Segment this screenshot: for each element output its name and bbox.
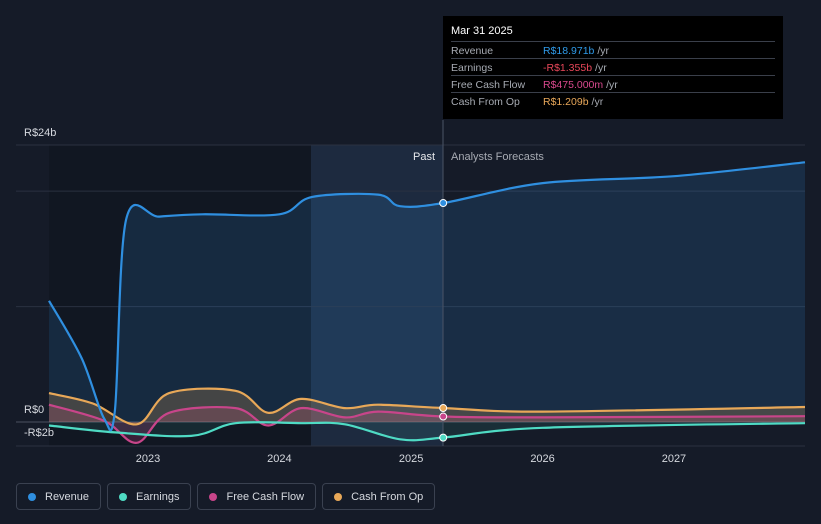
legend-item-earnings[interactable]: Earnings <box>107 483 192 510</box>
legend: Revenue Earnings Free Cash Flow Cash Fro… <box>16 483 436 510</box>
tooltip: Mar 31 2025 Revenue R$18.971b/yr Earning… <box>443 16 783 119</box>
tooltip-value: R$475.000m/yr <box>543 79 618 91</box>
series-area-cash-from-op <box>49 388 805 425</box>
tooltip-row-free-cash-flow: Free Cash Flow R$475.000m/yr <box>451 75 775 93</box>
marker-cash-from-op <box>439 404 448 413</box>
x-tick-label: 2024 <box>267 453 291 465</box>
legend-item-revenue[interactable]: Revenue <box>16 483 102 510</box>
x-tick-label: 2027 <box>662 453 686 465</box>
tooltip-value: -R$1.355b/yr <box>543 62 607 74</box>
legend-label: Free Cash Flow <box>226 490 305 503</box>
past-shade <box>49 145 311 446</box>
tooltip-value: R$18.971b/yr <box>543 45 609 57</box>
y-tick-label-bottom: -R$2b <box>24 427 54 439</box>
forecast-label: Analysts Forecasts <box>451 151 544 163</box>
x-axis-ticks: 2023 2024 2025 2026 2027 <box>136 453 686 465</box>
tooltip-row-cash-from-op: Cash From Op R$1.209b/yr <box>451 92 775 110</box>
tooltip-date: Mar 31 2025 <box>451 25 513 37</box>
series-area-free-cash-flow <box>49 404 805 443</box>
tooltip-value-number: R$18.971b <box>543 45 595 57</box>
legend-label: Earnings <box>136 490 180 503</box>
series-areas <box>49 162 805 443</box>
series-line-earnings <box>48 421 806 442</box>
legend-item-cash-from-op[interactable]: Cash From Op <box>322 483 436 510</box>
marker-revenue <box>439 199 448 208</box>
series-line-cash-from-op <box>48 387 806 426</box>
legend-label: Revenue <box>45 490 90 503</box>
x-tick-label: 2023 <box>136 453 160 465</box>
legend-label: Cash From Op <box>351 490 424 503</box>
series-lines <box>48 161 806 444</box>
past-label: Past <box>413 151 435 163</box>
series-line-free-cash-flow <box>48 403 806 444</box>
series-area-earnings <box>49 422 805 441</box>
legend-item-free-cash-flow[interactable]: Free Cash Flow <box>197 483 317 510</box>
tooltip-row-earnings: Earnings -R$1.355b/yr <box>451 58 775 76</box>
gridlines <box>16 144 805 447</box>
tooltip-unit: /yr <box>591 96 604 108</box>
legend-dot-icon <box>209 492 218 501</box>
y-tick-label-top: R$24b <box>24 127 56 139</box>
tooltip-unit: /yr <box>595 62 607 74</box>
tooltip-value-number: -R$1.355b <box>543 62 593 74</box>
series-area-revenue <box>49 162 805 431</box>
marker-free-cash-flow <box>439 412 448 421</box>
y-tick-label-zero: R$0 <box>24 404 44 416</box>
x-tick-label: 2026 <box>530 453 554 465</box>
marker-earnings <box>439 433 448 442</box>
tooltip-markers <box>439 199 448 442</box>
legend-dot-icon <box>334 492 343 501</box>
tooltip-label: Revenue <box>451 45 494 57</box>
series-line-revenue <box>48 161 806 432</box>
tooltip-row-revenue: Revenue R$18.971b/yr <box>451 41 775 59</box>
legend-dot-icon <box>119 492 128 501</box>
tooltip-value: R$1.209b/yr <box>543 96 603 108</box>
tooltip-label: Cash From Op <box>451 96 520 108</box>
tooltip-label: Free Cash Flow <box>451 79 526 91</box>
tooltip-value-number: R$475.000m <box>543 79 604 91</box>
legend-dot-icon <box>28 492 36 501</box>
x-tick-label: 2025 <box>399 453 423 465</box>
tooltip-label: Earnings <box>451 62 493 74</box>
tooltip-value-number: R$1.209b <box>543 96 589 108</box>
tooltip-unit: /yr <box>597 45 610 57</box>
tooltip-unit: /yr <box>606 79 618 91</box>
